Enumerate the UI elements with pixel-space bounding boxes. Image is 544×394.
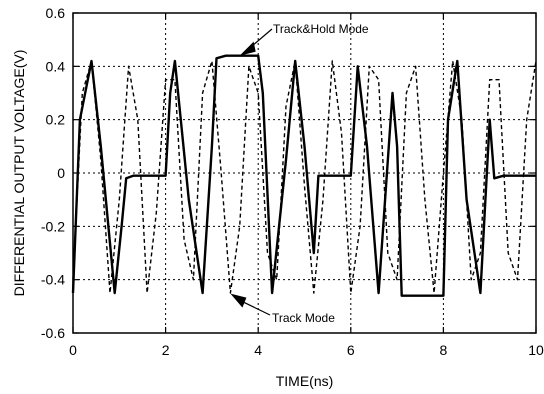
annotations: Track&Hold Mode Track Mode <box>230 22 369 325</box>
x-tick-label: 10 <box>528 342 544 358</box>
y-axis-label: DIFFERENTIAL OUTPUT VOLTAGE(V) <box>11 50 27 297</box>
y-tick-label: -0.4 <box>41 272 65 288</box>
arrowhead <box>239 41 256 56</box>
y-tick-label: 0.2 <box>46 112 66 128</box>
annotation-track-hold: Track&Hold Mode <box>273 22 369 36</box>
x-tick-label: 4 <box>254 342 262 358</box>
data-series <box>71 54 537 297</box>
x-tick-label: 6 <box>347 342 355 358</box>
y-tick-label: 0.4 <box>46 58 66 74</box>
series-line-solid <box>71 54 536 297</box>
y-tick-label: -0.2 <box>41 218 65 234</box>
x-tick-label: 2 <box>162 342 170 358</box>
x-tick-label: 8 <box>440 342 448 358</box>
x-axis-label: TIME(ns) <box>276 373 334 389</box>
arrowhead <box>230 293 247 308</box>
axis-ticks <box>72 12 537 334</box>
grid-lines <box>73 13 536 333</box>
series-line-dashed <box>72 60 537 294</box>
annotation-track: Track Mode <box>272 311 335 325</box>
x-tick-label: 0 <box>69 342 77 358</box>
tick-labels: 0 2 4 6 8 10 -0.6 -0.4 -0.2 0 0.2 0.4 0.6 <box>41 5 544 358</box>
y-tick-label: 0.6 <box>46 5 66 21</box>
y-tick-label: 0 <box>57 165 65 181</box>
y-tick-label: -0.6 <box>41 325 65 341</box>
